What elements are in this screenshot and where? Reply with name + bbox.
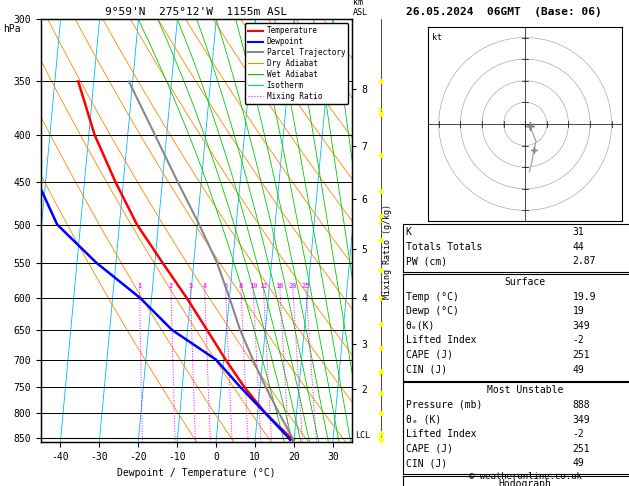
Text: 44: 44 xyxy=(572,242,584,252)
Text: θₑ (K): θₑ (K) xyxy=(406,415,441,425)
Text: 19: 19 xyxy=(572,306,584,316)
Text: LCL: LCL xyxy=(355,431,370,440)
Text: 4: 4 xyxy=(203,283,207,289)
Text: CAPE (J): CAPE (J) xyxy=(406,350,453,360)
Text: 9°59'N  275°12'W  1155m ASL: 9°59'N 275°12'W 1155m ASL xyxy=(106,7,287,17)
Text: -2: -2 xyxy=(572,429,584,439)
Text: θₑ(K): θₑ(K) xyxy=(406,321,435,331)
Text: Hodograph: Hodograph xyxy=(499,479,552,486)
Text: 10: 10 xyxy=(249,283,257,289)
Text: 6: 6 xyxy=(223,283,228,289)
Text: Temp (°C): Temp (°C) xyxy=(406,292,459,302)
Text: km
ASL: km ASL xyxy=(353,0,368,17)
Text: 31: 31 xyxy=(572,227,584,237)
Text: 20: 20 xyxy=(289,283,297,289)
Text: 8: 8 xyxy=(239,283,243,289)
Text: Totals Totals: Totals Totals xyxy=(406,242,482,252)
Text: 251: 251 xyxy=(572,444,590,454)
Text: 49: 49 xyxy=(572,364,584,375)
Text: 12: 12 xyxy=(259,283,268,289)
Legend: Temperature, Dewpoint, Parcel Trajectory, Dry Adiabat, Wet Adiabat, Isotherm, Mi: Temperature, Dewpoint, Parcel Trajectory… xyxy=(245,23,348,104)
Text: Mixing Ratio (g/kg): Mixing Ratio (g/kg) xyxy=(383,205,392,299)
Text: © weatheronline.co.uk: © weatheronline.co.uk xyxy=(469,472,582,481)
Text: Surface: Surface xyxy=(504,277,546,287)
Text: 49: 49 xyxy=(572,458,584,469)
Text: PW (cm): PW (cm) xyxy=(406,256,447,266)
Text: Pressure (mb): Pressure (mb) xyxy=(406,400,482,410)
Text: 3: 3 xyxy=(188,283,192,289)
Text: -2: -2 xyxy=(572,335,584,346)
Text: 349: 349 xyxy=(572,321,590,331)
Text: 16: 16 xyxy=(276,283,284,289)
Text: 19.9: 19.9 xyxy=(572,292,596,302)
Text: 251: 251 xyxy=(572,350,590,360)
Text: K: K xyxy=(406,227,411,237)
Text: kt: kt xyxy=(432,33,442,42)
Text: 888: 888 xyxy=(572,400,590,410)
Text: 2: 2 xyxy=(169,283,173,289)
Text: Lifted Index: Lifted Index xyxy=(406,429,476,439)
Text: 26.05.2024  06GMT  (Base: 06): 26.05.2024 06GMT (Base: 06) xyxy=(406,7,601,17)
Text: Lifted Index: Lifted Index xyxy=(406,335,476,346)
Text: 349: 349 xyxy=(572,415,590,425)
Text: Dewp (°C): Dewp (°C) xyxy=(406,306,459,316)
Text: CIN (J): CIN (J) xyxy=(406,458,447,469)
Text: hPa: hPa xyxy=(3,24,21,35)
X-axis label: Dewpoint / Temperature (°C): Dewpoint / Temperature (°C) xyxy=(117,468,276,478)
Text: CAPE (J): CAPE (J) xyxy=(406,444,453,454)
Text: Most Unstable: Most Unstable xyxy=(487,385,564,396)
Text: 2.87: 2.87 xyxy=(572,256,596,266)
Text: CIN (J): CIN (J) xyxy=(406,364,447,375)
Text: 25: 25 xyxy=(302,283,311,289)
Text: 1: 1 xyxy=(137,283,142,289)
